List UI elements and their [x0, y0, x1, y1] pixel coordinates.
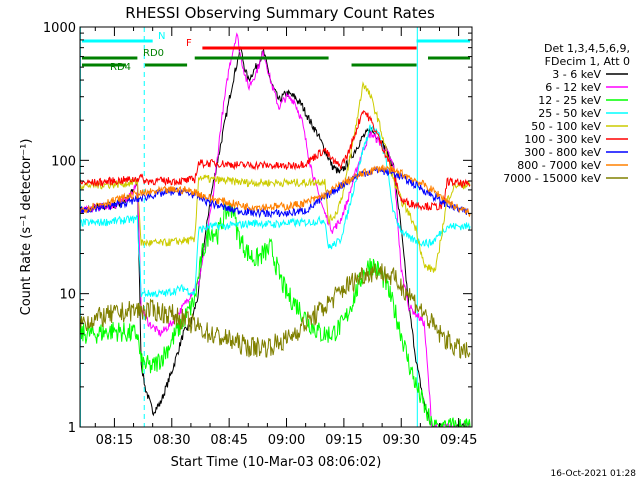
info-line-1: FDecim 1, Att 0: [545, 55, 630, 68]
legend-label-6: 300 - 800 keV: [524, 146, 601, 159]
legend-label-7: 800 - 7000 keV: [517, 159, 601, 172]
detector-info: Det 1,3,4,5,6,9,FDecim 1, Att 0: [544, 42, 630, 68]
y-tick-label-1: 10: [59, 288, 76, 303]
flag-bars: N F RD0 RD4: [82, 31, 470, 73]
x-tick-label-6: 09:45: [440, 433, 477, 448]
y-tick-label-3: 1000: [43, 21, 76, 36]
legend-label-1: 6 - 12 keV: [545, 81, 601, 94]
plot-frame: [79, 26, 473, 428]
chart-title: RHESSI Observing Summary Count Rates: [125, 4, 435, 22]
series-line-7: [80, 164, 471, 217]
x-tick-label-4: 09:15: [325, 433, 362, 448]
flag-label-rd4: RD4: [110, 62, 131, 73]
x-axis: 08:15 08:30 08:45 09:00 09:15 09:30 09:45: [94, 27, 477, 448]
series-lines: [80, 32, 471, 427]
series-line-8: [80, 263, 471, 359]
flag-label-n: N: [158, 31, 165, 42]
legend-label-4: 50 - 100 keV: [531, 120, 601, 133]
legend-label-3: 25 - 50 keV: [538, 107, 601, 120]
series-line-0: [80, 46, 471, 427]
x-tick-label-1: 08:30: [153, 433, 190, 448]
x-axis-label: Start Time (10-Mar-03 08:06:02): [171, 455, 382, 470]
y-axis-label: Count Rate (s⁻¹ detector⁻¹): [19, 139, 34, 316]
series-line-2: [80, 202, 471, 427]
footer-date: 16-Oct-2021 01:28: [551, 469, 637, 479]
series-line-3: [80, 124, 471, 298]
y-axis: 1 10 100 1000: [43, 21, 472, 436]
x-tick-label-2: 08:45: [210, 433, 247, 448]
x-tick-label-0: 08:15: [96, 433, 133, 448]
y-tick-label-0: 1: [68, 421, 76, 436]
x-tick-label-5: 09:30: [383, 433, 420, 448]
flag-label-f: F: [186, 38, 192, 49]
y-tick-label-2: 100: [51, 154, 76, 169]
series-line-5: [80, 110, 471, 212]
legend-label-5: 100 - 300 keV: [524, 133, 601, 146]
info-line-0: Det 1,3,4,5,6,9,: [544, 42, 630, 55]
legend-label-2: 12 - 25 keV: [538, 94, 601, 107]
flag-label-rd0: RD0: [143, 48, 164, 59]
series-line-4: [80, 81, 471, 273]
legend-label-0: 3 - 6 keV: [552, 68, 601, 81]
legend-label-8: 7000 - 15000 keV: [503, 172, 601, 185]
x-tick-label-3: 09:00: [268, 433, 305, 448]
